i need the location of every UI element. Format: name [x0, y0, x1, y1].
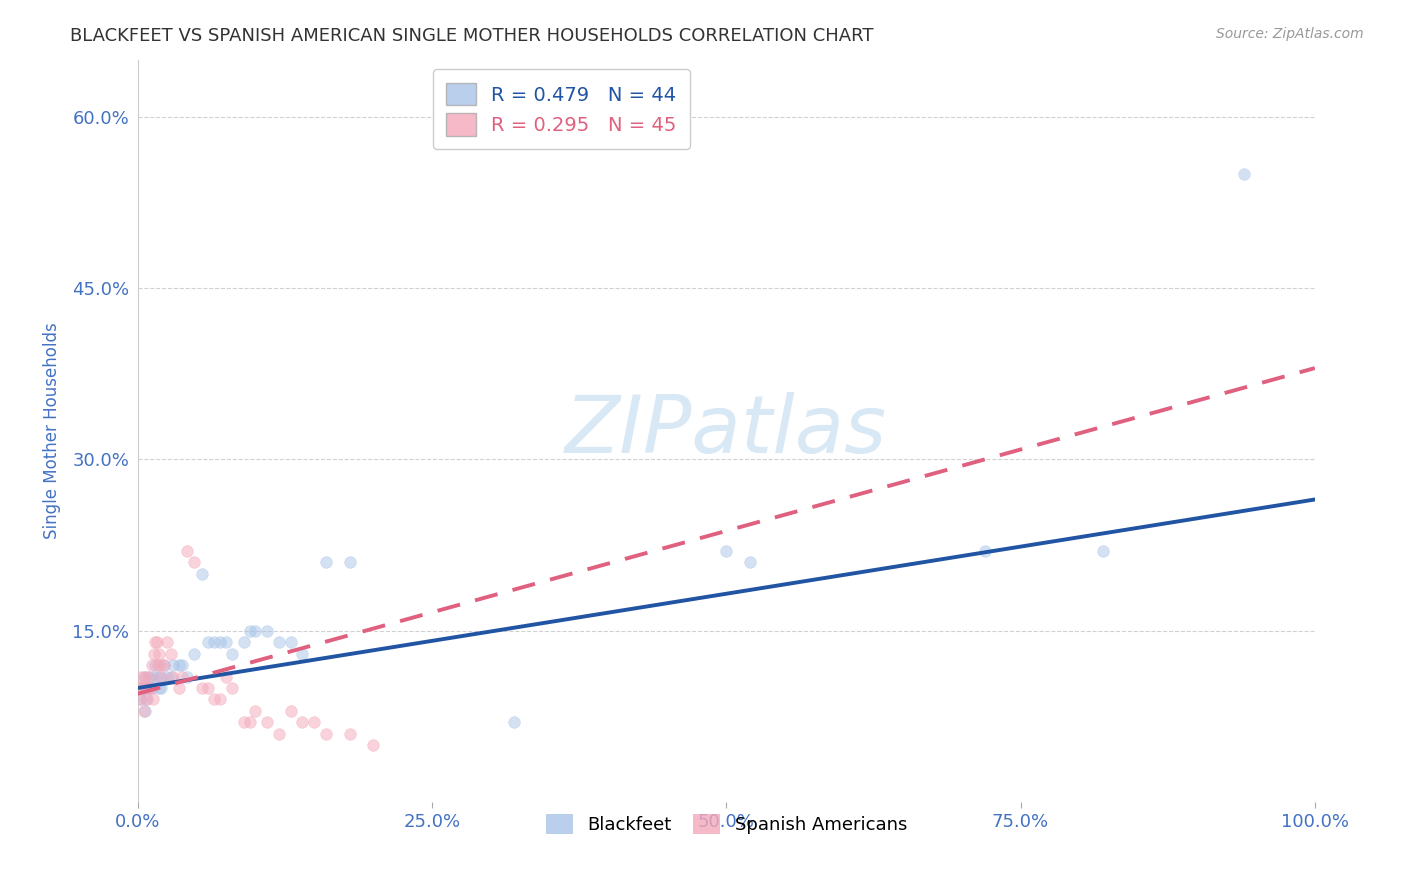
Point	[148, 647, 170, 661]
Point	[132, 704, 155, 718]
Point	[232, 635, 254, 649]
Point	[134, 670, 156, 684]
Point	[152, 658, 174, 673]
Text: Source: ZipAtlas.com: Source: ZipAtlas.com	[1216, 27, 1364, 41]
Point	[315, 727, 337, 741]
Point	[172, 670, 194, 684]
Point	[315, 555, 337, 569]
Point	[129, 681, 152, 695]
Point	[209, 692, 232, 706]
Point	[183, 555, 205, 569]
Point	[256, 715, 278, 730]
Point	[215, 635, 238, 649]
Point	[197, 681, 219, 695]
Point	[291, 715, 314, 730]
Point	[215, 670, 238, 684]
Point	[159, 647, 181, 661]
Point	[339, 555, 361, 569]
Point	[145, 670, 167, 684]
Point	[148, 681, 170, 695]
Point	[138, 670, 160, 684]
Point	[138, 681, 160, 695]
Point	[202, 635, 225, 649]
Point	[150, 681, 173, 695]
Point	[716, 544, 738, 558]
Point	[267, 635, 290, 649]
Point	[150, 670, 173, 684]
Point	[136, 681, 159, 695]
Point	[1233, 167, 1256, 181]
Point	[149, 658, 172, 673]
Point	[135, 692, 157, 706]
Point	[202, 692, 225, 706]
Point	[162, 670, 184, 684]
Point	[291, 647, 314, 661]
Point	[136, 692, 159, 706]
Point	[232, 715, 254, 730]
Point	[162, 658, 184, 673]
Point	[149, 670, 172, 684]
Legend: Blackfeet, Spanish Americans: Blackfeet, Spanish Americans	[534, 803, 918, 846]
Point	[135, 681, 157, 695]
Point	[143, 635, 166, 649]
Point	[128, 681, 150, 695]
Point	[221, 681, 243, 695]
Point	[256, 624, 278, 638]
Point	[738, 555, 761, 569]
Point	[159, 670, 181, 684]
Point	[176, 670, 198, 684]
Point	[191, 566, 214, 581]
Point	[141, 681, 163, 695]
Point	[156, 635, 179, 649]
Point	[167, 681, 190, 695]
Point	[1091, 544, 1114, 558]
Point	[503, 715, 526, 730]
Point	[280, 704, 302, 718]
Point	[156, 670, 179, 684]
Point	[129, 692, 152, 706]
Point	[132, 670, 155, 684]
Point	[238, 715, 260, 730]
Point	[304, 715, 326, 730]
Point	[280, 635, 302, 649]
Point	[131, 681, 153, 695]
Point	[146, 658, 169, 673]
Point	[339, 727, 361, 741]
Point	[143, 647, 166, 661]
Point	[176, 544, 198, 558]
Point	[245, 704, 267, 718]
Point	[183, 647, 205, 661]
Point	[221, 647, 243, 661]
Text: BLACKFEET VS SPANISH AMERICAN SINGLE MOTHER HOUSEHOLDS CORRELATION CHART: BLACKFEET VS SPANISH AMERICAN SINGLE MOT…	[70, 27, 873, 45]
Point	[129, 670, 152, 684]
Point	[136, 681, 159, 695]
Point	[134, 704, 156, 718]
Point	[142, 692, 165, 706]
Point	[172, 658, 194, 673]
Point	[167, 658, 190, 673]
Point	[139, 681, 162, 695]
Point	[974, 544, 997, 558]
Point	[145, 635, 167, 649]
Point	[238, 624, 260, 638]
Point	[143, 658, 166, 673]
Y-axis label: Single Mother Households: Single Mother Households	[44, 323, 60, 540]
Point	[209, 635, 232, 649]
Point	[142, 670, 165, 684]
Point	[267, 727, 290, 741]
Point	[191, 681, 214, 695]
Text: ZIPatlas: ZIPatlas	[565, 392, 887, 470]
Point	[129, 692, 152, 706]
Point	[152, 658, 174, 673]
Point	[141, 658, 163, 673]
Point	[136, 670, 159, 684]
Point	[361, 738, 384, 752]
Point	[245, 624, 267, 638]
Point	[197, 635, 219, 649]
